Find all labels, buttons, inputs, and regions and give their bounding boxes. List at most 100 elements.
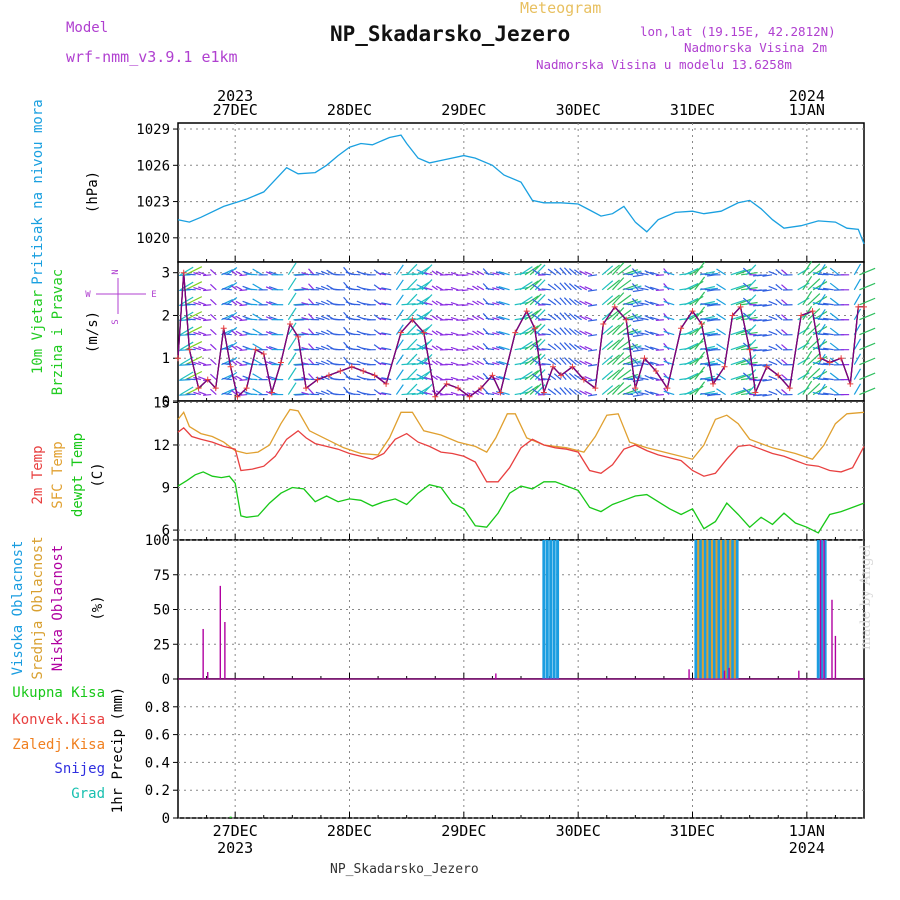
wind-speed-marker <box>371 372 378 379</box>
wind-barb <box>239 364 248 366</box>
wind-barb <box>584 271 593 276</box>
wind-barb <box>416 314 428 321</box>
wind-barb <box>252 268 263 276</box>
wind-barb <box>179 296 194 306</box>
wind-barb <box>472 345 480 351</box>
wind-barb <box>492 272 500 276</box>
wind-barb <box>802 276 813 291</box>
wind-barb <box>649 376 659 381</box>
wind-barb <box>829 267 840 276</box>
y-tick-label: 50 <box>153 603 170 619</box>
wind-barb <box>456 349 464 351</box>
wind-speed-marker <box>443 380 450 387</box>
wind-barb <box>239 393 248 396</box>
wind-barb <box>700 363 711 366</box>
wind-barb <box>684 327 699 336</box>
wind-barb <box>308 268 315 276</box>
wind-barb <box>450 287 459 291</box>
wind-barb <box>308 283 315 291</box>
wind-barb <box>495 271 505 276</box>
wind-barb <box>498 286 510 291</box>
wind-barb <box>541 273 551 276</box>
wind-barb <box>700 318 711 321</box>
wind-barb <box>768 315 778 321</box>
wind-barb <box>817 308 826 321</box>
wind-barb <box>435 270 443 276</box>
wind-barb <box>853 293 862 306</box>
wind-barb <box>584 361 593 366</box>
wind-barb <box>193 346 202 351</box>
wind-barb <box>563 282 572 291</box>
wind-barb <box>644 300 654 306</box>
y-tick-label: 0.2 <box>145 783 170 799</box>
wind-barb <box>689 265 704 276</box>
wind-barb <box>617 294 632 306</box>
wind-barb <box>287 367 297 380</box>
wind-barb <box>631 283 639 291</box>
precip-legend-label: Konvek.Kisa <box>12 712 105 728</box>
wind-barb <box>222 317 232 321</box>
wind-speed-marker <box>497 389 504 396</box>
wind-barb <box>829 327 840 336</box>
wind-barb <box>287 292 297 306</box>
wind-barb <box>716 313 726 321</box>
wind-barb <box>450 301 459 306</box>
wind-barb <box>492 332 500 336</box>
wind-barb <box>431 360 438 366</box>
wind-barb <box>859 372 876 381</box>
wind-barb <box>492 287 500 291</box>
wind-barb <box>185 296 203 306</box>
wind-barb <box>553 343 562 351</box>
rose-west: W <box>85 290 91 300</box>
wind-barb <box>222 377 232 381</box>
wind-barb <box>768 360 778 366</box>
wind-barb <box>456 274 464 276</box>
wind-barb <box>456 379 464 381</box>
wind-barb <box>823 377 834 381</box>
wind-barb <box>547 313 557 321</box>
wind-barb <box>638 272 649 276</box>
wind-barb <box>797 327 810 336</box>
wind-speed-marker <box>360 368 367 375</box>
top-date-label: 31DEC <box>670 101 715 119</box>
wind-speed-marker <box>337 368 344 375</box>
wind-barb <box>797 282 810 291</box>
wind-barb <box>829 372 840 381</box>
wind-barb <box>287 262 297 276</box>
wind-barb <box>606 384 620 396</box>
wind-barb <box>315 331 325 336</box>
wind-barb <box>179 371 194 381</box>
wind-barb <box>587 379 598 382</box>
wind-barb <box>301 316 310 321</box>
wind-barb <box>315 346 325 351</box>
wind-barb <box>559 327 567 336</box>
wind-barb <box>768 375 778 381</box>
wind-barb <box>579 360 588 366</box>
wind-speed-marker <box>348 363 355 370</box>
wind-barb <box>519 326 533 336</box>
wind-barb <box>245 288 258 291</box>
wind-barb <box>568 312 577 321</box>
wind-barb <box>700 333 711 336</box>
rose-east: E <box>151 290 156 300</box>
wind-barb <box>239 274 248 277</box>
wind-barb <box>395 369 404 380</box>
wind-barb <box>252 343 263 351</box>
wind-barb <box>245 393 258 396</box>
wind-barb <box>649 271 659 276</box>
wind-barb <box>623 363 634 366</box>
wind-barb <box>308 358 315 366</box>
wind-barb <box>631 342 639 351</box>
wind-barb <box>424 302 433 306</box>
wind-barb <box>553 298 562 306</box>
wind-barb <box>649 301 659 306</box>
wind-barb <box>574 329 582 336</box>
wind-barb <box>186 393 196 396</box>
wind-barb <box>617 309 632 321</box>
wind-barb <box>203 274 212 277</box>
wind-barb <box>644 389 654 396</box>
wind-barb <box>315 301 325 306</box>
wind-barb <box>416 326 430 336</box>
wind-barb <box>730 284 745 291</box>
wind-barbs <box>179 261 876 397</box>
